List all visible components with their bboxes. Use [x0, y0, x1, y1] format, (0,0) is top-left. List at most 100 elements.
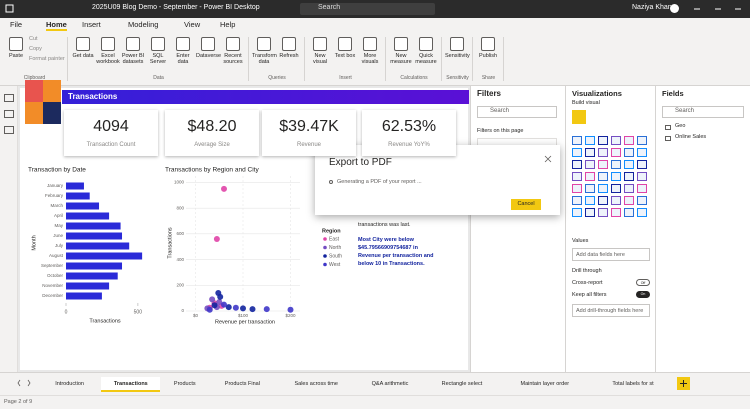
visual-icon[interactable] [624, 136, 634, 145]
ribbon-label: Dataverse [196, 53, 222, 59]
ribbon-button[interactable]: More visuals [358, 35, 382, 73]
visual-icon[interactable] [572, 136, 582, 145]
visual-icon[interactable] [572, 148, 582, 157]
build-icon [572, 110, 586, 124]
visual-icon[interactable] [572, 208, 582, 217]
visual-icon[interactable] [611, 184, 621, 193]
ribbon-button[interactable]: Text box [333, 35, 357, 73]
visual-icon[interactable] [585, 172, 595, 181]
page-tab[interactable]: Rectangle select [441, 381, 483, 387]
ribbon-button[interactable]: Refresh [277, 35, 301, 73]
ribbon-button[interactable]: New measure [389, 35, 413, 73]
ribbon-button[interactable]: Transform data [252, 35, 277, 73]
visual-icon[interactable] [611, 136, 621, 145]
visual-icon[interactable] [611, 160, 621, 169]
ribbon-button[interactable]: Get data [71, 35, 95, 73]
ribbon-button[interactable]: Publish [476, 35, 500, 73]
page-tab[interactable]: Total labels for st [612, 381, 654, 387]
page-tab[interactable]: Products [173, 381, 196, 387]
visual-icon[interactable] [637, 172, 647, 181]
field-table[interactable]: Geo [675, 123, 686, 129]
visual-icon[interactable] [598, 208, 608, 217]
add-page[interactable] [677, 377, 691, 390]
page-tab[interactable]: Products Final [224, 381, 260, 387]
visual-icon[interactable] [585, 208, 595, 217]
menu-tab[interactable]: File [10, 20, 23, 29]
export-dialog: Export to PDF Generating a PDF of your re… [315, 145, 560, 215]
visual-icon[interactable] [611, 208, 621, 217]
visual-icon[interactable] [637, 208, 647, 217]
ribbon-button[interactable]: Enter data [171, 35, 195, 73]
visual-icon[interactable] [598, 148, 608, 157]
visual-icon[interactable] [624, 172, 634, 181]
visual-icon[interactable] [572, 196, 582, 205]
field-table[interactable]: Online Sales [675, 134, 707, 140]
visual-icon[interactable] [637, 184, 647, 193]
dialog-close[interactable] [544, 150, 552, 163]
toggle-label: Cross-report [572, 280, 603, 286]
visual-icon[interactable] [572, 160, 582, 169]
visual-icon[interactable] [637, 160, 647, 169]
ribbon-button[interactable]: Quick measure [414, 35, 438, 73]
visual-icon[interactable] [585, 148, 595, 157]
ribbon-button[interactable]: SQL Server [146, 35, 170, 73]
menu-tab[interactable]: Home [46, 20, 67, 31]
visual-icon[interactable] [624, 196, 634, 205]
page-tab[interactable]: Maintain layer order [520, 381, 570, 387]
page-tab[interactable]: Q&A arithmetic [371, 381, 409, 387]
user-avatar[interactable] [670, 4, 679, 13]
visual-icon[interactable] [598, 196, 608, 205]
visual-icon[interactable] [598, 136, 608, 145]
visual-icon[interactable] [624, 184, 634, 193]
search-box[interactable]: Search [477, 106, 557, 118]
visual-icon[interactable] [624, 208, 634, 217]
visual-icon[interactable] [572, 184, 582, 193]
visual-icon[interactable] [585, 184, 595, 193]
ribbon-button[interactable]: Paste [4, 35, 28, 73]
ribbon-small-button[interactable]: Cut [29, 36, 38, 42]
search-box[interactable]: Search [300, 3, 435, 15]
ribbon-button[interactable]: Recent sources [221, 35, 245, 73]
ribbon-button[interactable]: Excel workbook [96, 35, 120, 73]
visual-icon[interactable] [585, 136, 595, 145]
visual-icon[interactable] [611, 172, 621, 181]
nav-icon[interactable] [4, 110, 14, 118]
page-tab[interactable]: Introduction [55, 381, 84, 387]
dialog-button[interactable]: Cancel [511, 199, 541, 210]
visual-icon[interactable] [598, 160, 608, 169]
visual-icon[interactable] [637, 196, 647, 205]
toggle[interactable]: Off [636, 279, 650, 286]
visual-icon[interactable] [611, 196, 621, 205]
tab-nav[interactable] [14, 380, 32, 388]
search-box[interactable]: Search [662, 106, 744, 118]
menu-tab[interactable]: Modeling [128, 20, 159, 29]
ribbon-button[interactable]: Power BI datasets [121, 35, 145, 73]
menu-tab[interactable]: Insert [82, 20, 101, 29]
visual-icon[interactable] [585, 160, 595, 169]
ribbon-button[interactable]: Dataverse [196, 35, 222, 73]
visual-icon[interactable] [624, 160, 634, 169]
visual-icon[interactable] [611, 148, 621, 157]
visual-icon[interactable] [598, 184, 608, 193]
visual-icon[interactable] [572, 172, 582, 181]
ribbon-small-button[interactable]: Copy [29, 46, 42, 52]
menu-tab[interactable]: Help [220, 20, 236, 29]
toggle[interactable]: On [636, 291, 650, 298]
visual-icon[interactable] [624, 148, 634, 157]
ribbon-group-label: Share [481, 75, 496, 81]
nav-icon[interactable] [4, 126, 14, 134]
nav-icon[interactable] [4, 94, 14, 102]
ribbon-icon [76, 37, 90, 51]
visual-icon[interactable] [637, 136, 647, 145]
page-tab[interactable]: Transactions [101, 377, 161, 392]
ribbon-button[interactable]: Sensitivity [445, 35, 470, 73]
menu-tab[interactable]: View [184, 20, 201, 29]
page-tab[interactable]: Sales across time [294, 381, 338, 387]
ribbon-icon [363, 37, 377, 51]
search-text: Search [318, 4, 341, 11]
visual-icon[interactable] [598, 172, 608, 181]
ribbon-button[interactable]: New visual [308, 35, 332, 73]
visual-icon[interactable] [585, 196, 595, 205]
ribbon-small-button[interactable]: Format painter [29, 56, 65, 62]
visual-icon[interactable] [637, 148, 647, 157]
